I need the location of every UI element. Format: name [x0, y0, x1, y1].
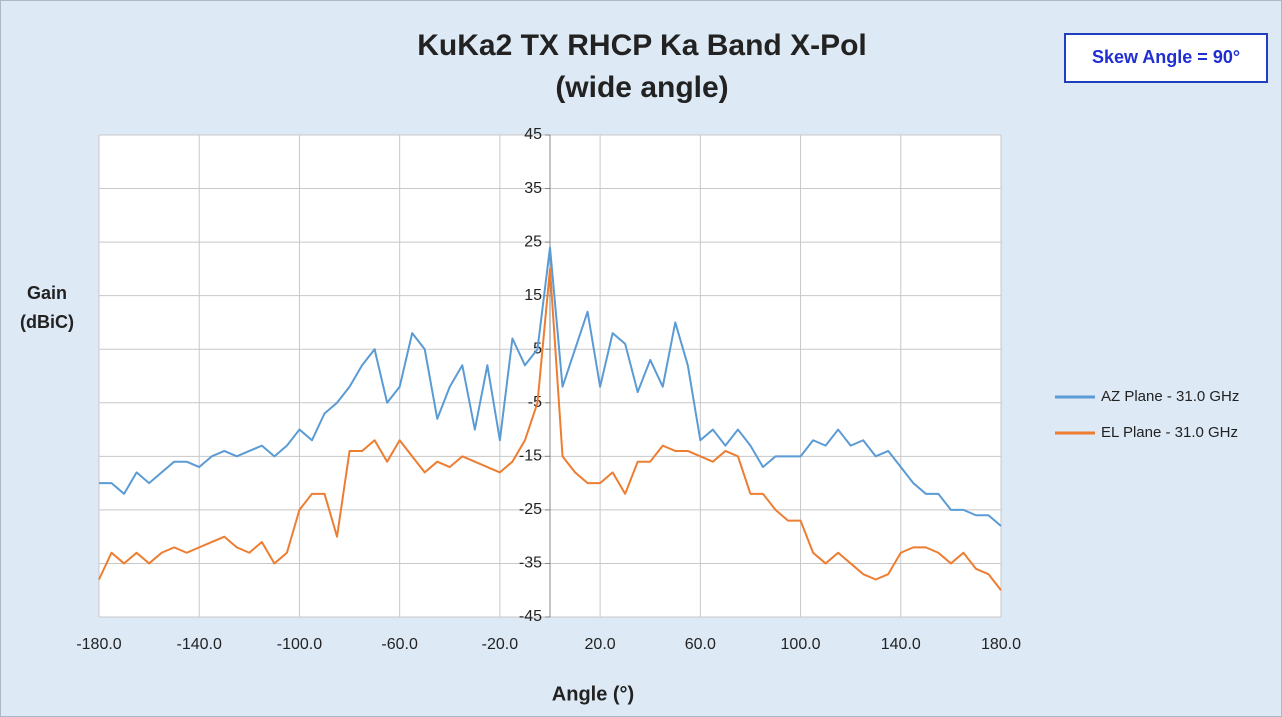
chart-title: KuKa2 TX RHCP Ka Band X-Pol — [417, 29, 867, 62]
y-tick-label: 35 — [524, 180, 542, 197]
x-tick-label: 100.0 — [781, 636, 821, 653]
x-tick-label: -20.0 — [482, 636, 519, 653]
x-tick-label: -140.0 — [177, 636, 222, 653]
x-tick-label: 20.0 — [585, 636, 616, 653]
y-tick-label: -45 — [519, 608, 542, 625]
x-tick-label: -180.0 — [76, 636, 121, 653]
y-axis-label: (dBiC) — [20, 312, 74, 332]
series-line — [99, 246, 1002, 527]
chart-subtitle: (wide angle) — [555, 71, 728, 104]
x-tick-label: -100.0 — [277, 636, 322, 653]
x-tick-label: 180.0 — [981, 636, 1021, 653]
legend-label: AZ Plane - 31.0 GHz — [1101, 388, 1239, 405]
y-tick-label: 25 — [524, 233, 542, 250]
annotation-box — [1064, 33, 1268, 83]
annotation: Skew Angle = 90° — [1092, 47, 1240, 67]
y-tick-label: -35 — [519, 555, 542, 572]
x-axis-label: Angle (°) — [552, 683, 634, 705]
x-tick-label: 60.0 — [685, 636, 716, 653]
y-tick-label: 15 — [524, 287, 542, 304]
x-tick-label: -60.0 — [381, 636, 418, 653]
y-tick-label: 45 — [524, 126, 542, 143]
x-tick-label: 140.0 — [881, 636, 921, 653]
legend-label: EL Plane - 31.0 GHz — [1101, 424, 1238, 441]
y-axis-label: Gain — [27, 283, 67, 303]
y-tick-label: -15 — [519, 448, 542, 465]
series-line — [98, 267, 1002, 591]
y-tick-label: -25 — [519, 501, 542, 518]
